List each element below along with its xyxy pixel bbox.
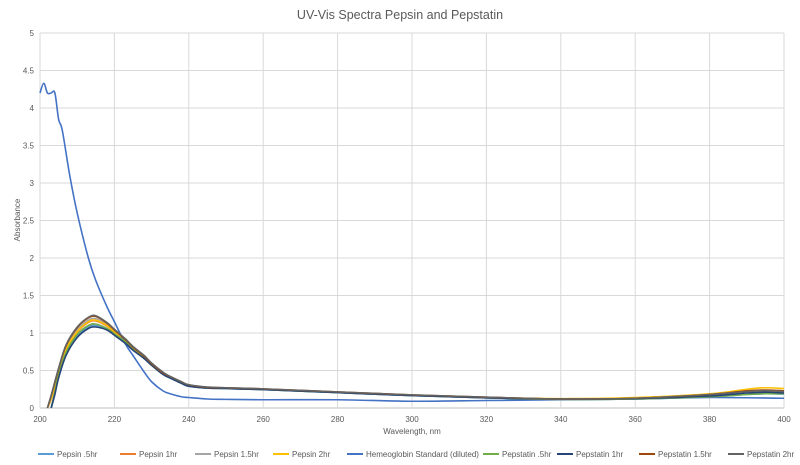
x-tick-label: 220 bbox=[108, 415, 122, 424]
x-tick-label: 320 bbox=[480, 415, 494, 424]
y-tick-label: 3 bbox=[30, 179, 35, 188]
legend-label: Pepstatin 1hr bbox=[576, 450, 623, 459]
x-tick-label: 200 bbox=[33, 415, 47, 424]
gridlines bbox=[39, 32, 785, 409]
x-tick-label: 300 bbox=[405, 415, 419, 424]
x-tick-label: 360 bbox=[629, 415, 643, 424]
legend-label: Pepsin 2hr bbox=[292, 450, 331, 459]
series-line bbox=[46, 314, 785, 409]
y-tick-label: 1.5 bbox=[23, 292, 35, 301]
y-tick-label: 0 bbox=[30, 404, 35, 413]
y-tick-label: 4 bbox=[30, 104, 35, 113]
y-tick-label: 0.5 bbox=[23, 367, 35, 376]
y-tick-label: 1 bbox=[30, 329, 35, 338]
y-tick-label: 5 bbox=[30, 29, 35, 38]
y-tick-label: 2 bbox=[30, 254, 35, 263]
series-line bbox=[39, 82, 785, 403]
legend-label: Pepstatin 2hr bbox=[747, 450, 794, 459]
x-tick-label: 240 bbox=[182, 415, 196, 424]
x-tick-label: 280 bbox=[331, 415, 345, 424]
legend-label: Pepsin .5hr bbox=[57, 450, 98, 459]
y-tick-label: 4.5 bbox=[23, 67, 35, 76]
x-axis-label: Wavelength, nm bbox=[383, 427, 441, 436]
x-tick-label: 260 bbox=[257, 415, 271, 424]
y-axis-label: Absorbance bbox=[13, 198, 22, 241]
legend-label: Hemeoglobin Standard (diluted) bbox=[366, 450, 479, 459]
tick-labels: 0 0.5 1 1.5 2 2.5 3 3.5 4 4.5 5 200 220 240 260 280 300 3… bbox=[23, 29, 791, 424]
legend: Pepsin .5hr Pepsin 1hr Pepsin 1.5hr Pepsin … bbox=[38, 450, 794, 459]
y-tick-label: 2.5 bbox=[23, 217, 35, 226]
legend-label: Pepsin 1.5hr bbox=[214, 450, 259, 459]
y-tick-label: 3.5 bbox=[23, 142, 35, 151]
x-tick-label: 340 bbox=[554, 415, 568, 424]
chart-title: UV-Vis Spectra Pepsin and Pepstatin bbox=[297, 8, 503, 22]
legend-label: Pepstatin .5hr bbox=[502, 450, 552, 459]
series-lines bbox=[39, 82, 785, 409]
x-tick-label: 400 bbox=[777, 415, 791, 424]
legend-label: Pepsin 1hr bbox=[139, 450, 178, 459]
legend-label: Pepstatin 1.5hr bbox=[658, 450, 712, 459]
x-tick-label: 380 bbox=[703, 415, 717, 424]
